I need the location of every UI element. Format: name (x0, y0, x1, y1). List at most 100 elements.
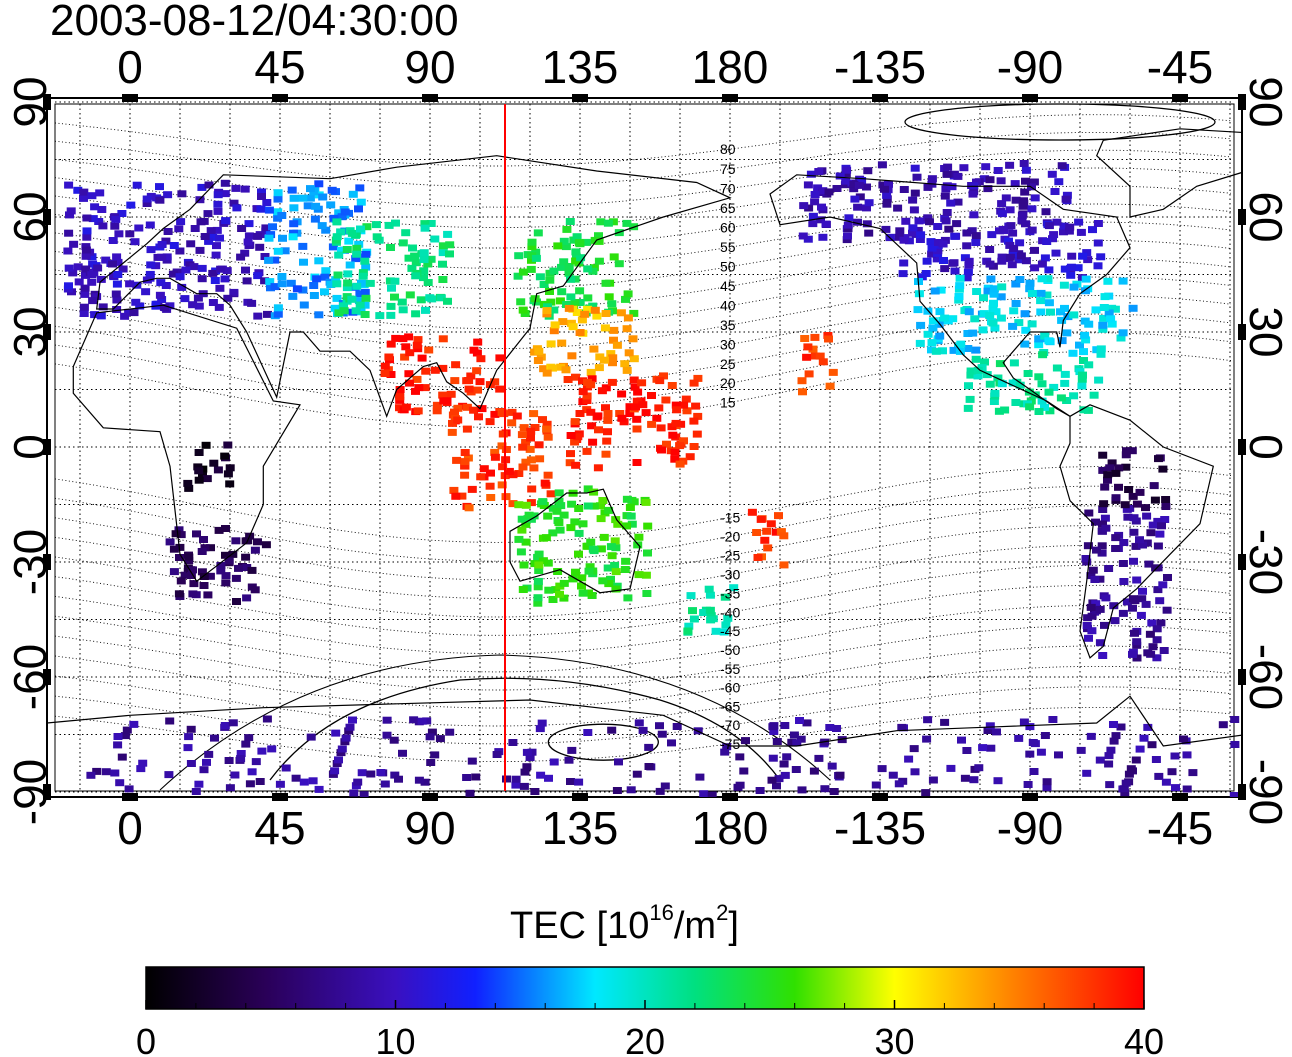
tec-cell (1066, 263, 1076, 271)
tec-cell (574, 239, 584, 247)
tec-cell (326, 201, 336, 209)
tec-cell (101, 768, 111, 776)
tec-cell (517, 515, 527, 523)
y-tick-label-right: 0 (1240, 434, 1292, 460)
tec-cell (314, 257, 324, 265)
tec-cell (534, 550, 544, 558)
tec-cell (1119, 539, 1129, 546)
tec-cell (987, 231, 997, 239)
tec-cell (395, 396, 405, 404)
tec-cell (877, 765, 887, 773)
tec-cell (1088, 226, 1097, 234)
tec-cell (338, 302, 348, 310)
tec-cell (1040, 254, 1050, 262)
tec-cell (334, 309, 344, 317)
tec-cell (234, 564, 243, 572)
tec-cell (64, 229, 74, 237)
tec-cell (679, 437, 688, 445)
tec-cell (729, 584, 739, 592)
tec-cell (318, 193, 328, 201)
tec-cell (113, 271, 123, 278)
tec-cell (1179, 735, 1188, 743)
tec-cell (132, 181, 142, 189)
tec-cell (556, 502, 566, 510)
tec-cell (337, 246, 346, 254)
mag-contour (54, 505, 1232, 581)
tec-cell (1123, 513, 1133, 521)
tec-cell (871, 781, 881, 789)
tec-cell (514, 252, 524, 260)
tec-cell (604, 580, 614, 588)
tec-cell (197, 548, 207, 555)
tec-cell (199, 582, 209, 589)
tec-cell (604, 293, 614, 301)
tec-cell (1188, 769, 1198, 777)
mag-contour (54, 625, 1232, 691)
tec-cell (803, 343, 813, 351)
tec-cell (960, 774, 970, 782)
tec-cell (224, 757, 234, 764)
tec-cell (278, 234, 287, 242)
y-tick-label-left: 60 (4, 191, 56, 242)
tec-cell (394, 775, 403, 783)
tec-cell (1090, 576, 1100, 583)
tec-cell (1092, 546, 1101, 554)
tec-cell (670, 455, 680, 463)
tec-cell (386, 340, 396, 348)
tec-cell (420, 224, 430, 232)
tec-cell (462, 774, 472, 781)
tec-cell (1069, 283, 1079, 291)
tec-cell (1060, 304, 1069, 312)
tec-cell (1100, 514, 1110, 522)
tec-cell (352, 250, 362, 258)
tec-cell (268, 223, 277, 231)
tec-cell (719, 628, 729, 636)
tec-cell (389, 736, 399, 744)
tec-cell (600, 324, 610, 332)
tec-cell (412, 341, 422, 349)
tec-cell (1044, 388, 1054, 396)
y-tick-label-right: -30 (1240, 529, 1292, 595)
tec-cell (96, 312, 106, 320)
tec-cell (1020, 310, 1030, 318)
tec-cell (877, 161, 887, 169)
tec-cell (782, 753, 792, 761)
tec-cell (203, 210, 213, 218)
tec-cell (622, 366, 632, 374)
tec-cell (355, 184, 365, 192)
tec-cell (430, 235, 440, 243)
tec-cell (465, 789, 475, 797)
tec-cell (353, 778, 363, 786)
tec-cell (501, 446, 511, 453)
tec-cell (445, 728, 455, 736)
tec-cell (472, 349, 482, 357)
tec-cell (526, 434, 535, 442)
tec-cell (1135, 536, 1144, 544)
tec-cell (120, 312, 130, 320)
tec-cell (1098, 451, 1108, 459)
tec-cell (592, 312, 602, 320)
tec-cell (525, 754, 535, 762)
tec-cell (962, 274, 972, 282)
tec-cell (516, 548, 526, 556)
tec-cell (792, 739, 802, 747)
tec-cell (816, 216, 825, 224)
tec-cell (1111, 534, 1121, 542)
tec-cell (450, 377, 460, 385)
tec-cell (351, 307, 361, 315)
tec-cell (934, 320, 944, 328)
tec-cell (1109, 737, 1119, 745)
tec-cell (186, 240, 196, 248)
tec-cell (231, 537, 241, 545)
tec-cell (1159, 647, 1169, 654)
tec-cell (1081, 336, 1091, 344)
tec-cell (1120, 789, 1130, 797)
tec-cell (1126, 765, 1136, 773)
tec-cell (1105, 781, 1115, 789)
tec-cell (1158, 581, 1168, 589)
tec-cell (194, 780, 204, 788)
tec-cell (706, 616, 716, 624)
tec-cell (1110, 305, 1120, 313)
tec-cell (604, 506, 614, 514)
tec-cell (705, 606, 715, 614)
